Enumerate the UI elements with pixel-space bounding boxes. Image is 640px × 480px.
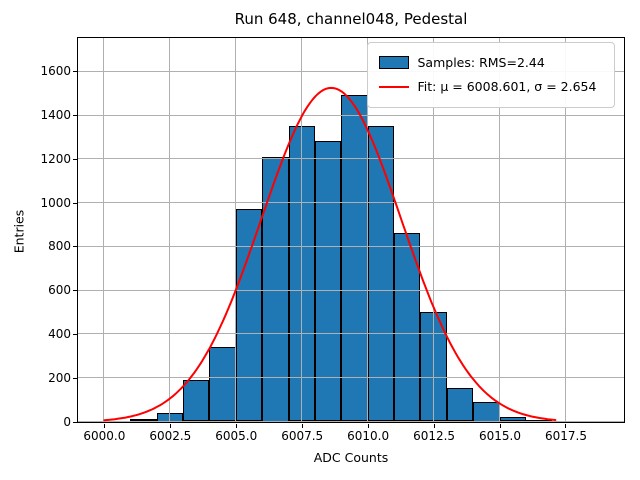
x-tick [565, 423, 567, 428]
x-tick-label: 6012.5 [413, 429, 456, 443]
y-tick [72, 246, 77, 248]
y-gridline [77, 289, 624, 291]
y-tick [72, 421, 77, 423]
y-tick [72, 290, 77, 292]
x-axis-label: ADC Counts [313, 450, 389, 465]
y-gridline [77, 333, 624, 335]
x-tick [367, 423, 369, 428]
x-gridline [301, 37, 303, 422]
legend-entry-fit: Fit: μ = 6008.601, σ = 2.654 [378, 79, 603, 94]
x-tick [169, 423, 171, 428]
x-gridline [433, 37, 435, 422]
histogram-bar [183, 379, 210, 422]
x-gridline [103, 37, 105, 422]
x-tick [433, 423, 435, 428]
y-tick [72, 158, 77, 160]
y-tick-label: 800 [48, 239, 71, 254]
x-gridline [235, 37, 237, 422]
y-tick-label: 0 [63, 414, 71, 429]
y-gridline [77, 202, 624, 204]
legend-entry-samples: Samples: RMS=2.44 [378, 55, 603, 70]
y-tick-label: 400 [48, 326, 71, 341]
legend-box: Samples: RMS=2.44 Fit: μ = 6008.601, σ =… [366, 41, 615, 108]
y-tick-label: 600 [48, 283, 71, 298]
x-tick [301, 423, 303, 428]
y-tick [72, 71, 77, 73]
x-tick-label: 6002.5 [149, 429, 192, 443]
x-tick [103, 423, 105, 428]
x-gridline [367, 37, 369, 422]
y-gridline [77, 70, 624, 72]
x-tick-label: 6000.0 [83, 429, 126, 443]
histogram-bar [446, 387, 474, 422]
samples-swatch-icon [378, 56, 409, 69]
x-tick [235, 423, 237, 428]
histogram-bar [473, 402, 500, 422]
y-gridline [77, 377, 624, 379]
y-gridline [77, 114, 624, 116]
chart-title: Run 648, channel048, Pedestal [234, 10, 468, 28]
y-tick [72, 202, 77, 204]
x-tick-label: 6007.5 [281, 429, 324, 443]
legend-samples-label: Samples: RMS=2.44 [417, 55, 545, 70]
fit-line-swatch-icon [378, 85, 409, 88]
histogram-bar [314, 141, 342, 422]
fit-curve [102, 86, 556, 421]
plot-area: Samples: RMS=2.44 Fit: μ = 6008.601, σ =… [76, 36, 625, 423]
x-tick-label: 6005.0 [215, 429, 258, 443]
y-gridline [77, 421, 624, 422]
x-tick-label: 6010.0 [347, 429, 390, 443]
y-tick [72, 115, 77, 117]
y-gridline [77, 245, 624, 247]
fit-curve-svg [102, 86, 556, 421]
x-gridline [499, 37, 501, 422]
y-tick-label: 200 [48, 370, 71, 385]
histogram-bar [235, 209, 263, 422]
x-tick [499, 423, 501, 428]
y-tick-label: 1000 [40, 195, 71, 210]
histogram-bar [209, 347, 236, 422]
x-tick-label: 6015.0 [479, 429, 522, 443]
y-tick [72, 333, 77, 335]
histogram-bar [367, 126, 394, 422]
legend-fit-label: Fit: μ = 6008.601, σ = 2.654 [417, 79, 597, 94]
y-tick [72, 377, 77, 379]
y-tick-label: 1400 [40, 108, 71, 123]
x-gridline [564, 37, 566, 422]
y-gridline [77, 158, 624, 160]
y-tick-label: 1600 [40, 64, 71, 79]
x-tick-label: 6017.5 [544, 429, 587, 443]
x-gridline [169, 37, 171, 422]
y-tick-label: 1200 [40, 151, 71, 166]
